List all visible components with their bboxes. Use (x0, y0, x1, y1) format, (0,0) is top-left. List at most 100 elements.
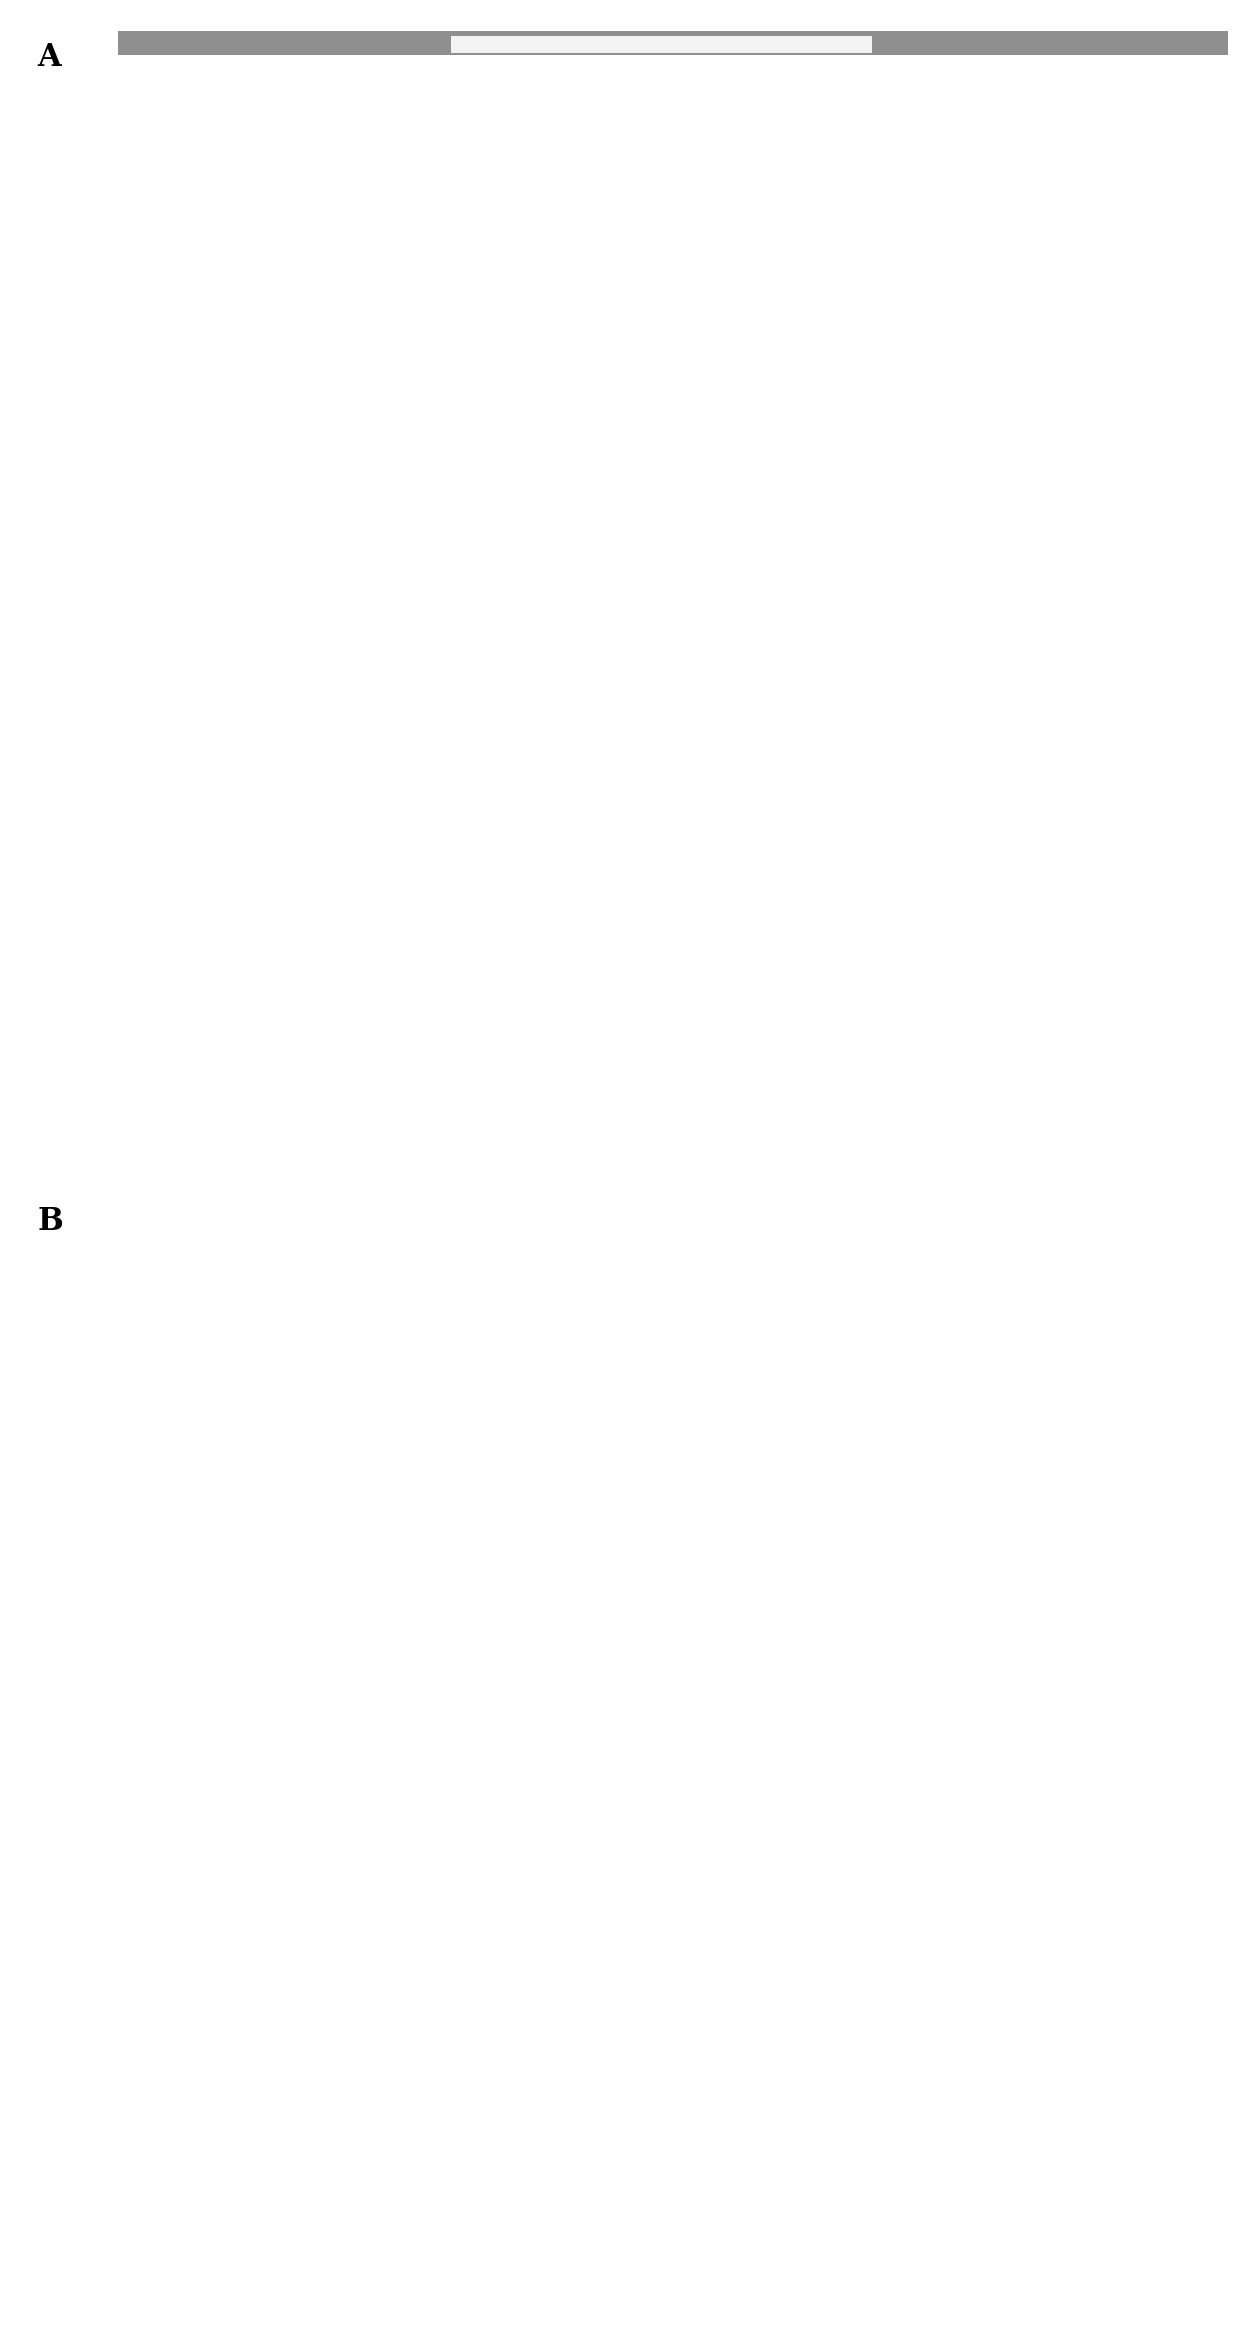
FancyBboxPatch shape (959, 667, 992, 691)
FancyBboxPatch shape (704, 167, 740, 193)
FancyBboxPatch shape (321, 1278, 358, 1304)
FancyBboxPatch shape (959, 1436, 994, 1462)
FancyBboxPatch shape (193, 1652, 227, 1678)
FancyBboxPatch shape (252, 1652, 288, 1678)
Bar (145, 360, 170, 367)
FancyBboxPatch shape (228, 667, 262, 691)
FancyBboxPatch shape (642, 169, 676, 193)
FancyBboxPatch shape (764, 2115, 797, 2141)
FancyBboxPatch shape (646, 1283, 678, 1304)
Bar (145, 390, 170, 397)
Bar (145, 99, 170, 106)
FancyBboxPatch shape (508, 407, 544, 432)
FancyBboxPatch shape (1044, 667, 1078, 691)
FancyBboxPatch shape (161, 1652, 197, 1678)
FancyBboxPatch shape (785, 169, 816, 193)
FancyBboxPatch shape (537, 407, 570, 430)
FancyBboxPatch shape (347, 912, 381, 935)
FancyBboxPatch shape (1048, 1436, 1081, 1462)
FancyBboxPatch shape (897, 1436, 932, 1462)
FancyBboxPatch shape (672, 2115, 707, 2141)
FancyBboxPatch shape (398, 407, 433, 432)
FancyBboxPatch shape (482, 407, 515, 430)
FancyBboxPatch shape (733, 2115, 768, 2141)
FancyBboxPatch shape (372, 1652, 408, 1678)
FancyBboxPatch shape (626, 407, 660, 430)
FancyBboxPatch shape (585, 1436, 620, 1462)
FancyBboxPatch shape (1024, 912, 1058, 935)
FancyBboxPatch shape (398, 167, 433, 193)
FancyBboxPatch shape (775, 407, 808, 430)
FancyBboxPatch shape (720, 1274, 758, 1292)
FancyBboxPatch shape (926, 2115, 961, 2141)
FancyBboxPatch shape (279, 407, 312, 430)
FancyBboxPatch shape (820, 167, 854, 193)
FancyBboxPatch shape (754, 667, 787, 691)
FancyBboxPatch shape (986, 2115, 1019, 2141)
FancyBboxPatch shape (193, 1436, 227, 1462)
FancyBboxPatch shape (296, 167, 332, 193)
FancyBboxPatch shape (329, 169, 362, 193)
FancyBboxPatch shape (956, 2115, 990, 2141)
FancyBboxPatch shape (683, 407, 717, 430)
FancyBboxPatch shape (931, 169, 965, 193)
FancyBboxPatch shape (534, 1224, 589, 1253)
FancyBboxPatch shape (905, 167, 940, 193)
FancyBboxPatch shape (832, 407, 868, 432)
Bar (145, 815, 170, 825)
FancyBboxPatch shape (515, 2115, 548, 2141)
FancyBboxPatch shape (779, 1652, 815, 1678)
FancyBboxPatch shape (689, 1882, 723, 1906)
FancyBboxPatch shape (744, 1243, 779, 1267)
FancyBboxPatch shape (668, 1652, 704, 1678)
FancyBboxPatch shape (281, 1436, 317, 1462)
FancyBboxPatch shape (432, 1436, 467, 1462)
FancyBboxPatch shape (955, 407, 990, 432)
FancyBboxPatch shape (368, 1288, 401, 1311)
FancyBboxPatch shape (825, 2115, 858, 2141)
FancyBboxPatch shape (678, 1234, 711, 1253)
FancyBboxPatch shape (260, 169, 293, 193)
FancyBboxPatch shape (565, 407, 599, 430)
FancyBboxPatch shape (599, 1241, 636, 1262)
FancyBboxPatch shape (409, 1238, 448, 1260)
FancyBboxPatch shape (957, 167, 992, 193)
FancyBboxPatch shape (718, 1436, 754, 1462)
FancyBboxPatch shape (813, 1882, 847, 1906)
FancyBboxPatch shape (312, 1436, 347, 1462)
FancyBboxPatch shape (1044, 1652, 1078, 1678)
FancyBboxPatch shape (310, 407, 343, 430)
FancyBboxPatch shape (340, 1241, 383, 1269)
FancyBboxPatch shape (461, 1436, 497, 1462)
FancyBboxPatch shape (402, 1436, 438, 1462)
FancyBboxPatch shape (748, 1436, 784, 1462)
FancyBboxPatch shape (489, 169, 520, 193)
FancyBboxPatch shape (1018, 1436, 1053, 1462)
FancyBboxPatch shape (810, 1436, 842, 1462)
FancyBboxPatch shape (688, 1436, 724, 1462)
FancyBboxPatch shape (732, 169, 765, 193)
FancyBboxPatch shape (990, 912, 1022, 935)
Bar (145, 160, 170, 167)
FancyBboxPatch shape (427, 169, 460, 193)
FancyBboxPatch shape (222, 1652, 258, 1678)
FancyBboxPatch shape (192, 1882, 226, 1906)
FancyBboxPatch shape (782, 1882, 818, 1908)
FancyBboxPatch shape (961, 912, 994, 935)
FancyBboxPatch shape (986, 1652, 1019, 1678)
FancyBboxPatch shape (432, 1652, 467, 1678)
FancyBboxPatch shape (226, 1882, 259, 1906)
FancyBboxPatch shape (528, 1882, 562, 1906)
FancyBboxPatch shape (218, 407, 252, 430)
FancyBboxPatch shape (614, 167, 650, 193)
FancyBboxPatch shape (780, 667, 813, 691)
FancyBboxPatch shape (903, 1882, 936, 1906)
FancyBboxPatch shape (872, 1882, 906, 1908)
FancyBboxPatch shape (249, 407, 281, 430)
FancyBboxPatch shape (703, 2115, 737, 2141)
FancyBboxPatch shape (594, 407, 630, 432)
FancyBboxPatch shape (810, 1652, 842, 1678)
FancyBboxPatch shape (522, 1283, 557, 1309)
FancyBboxPatch shape (897, 1652, 932, 1678)
FancyBboxPatch shape (990, 1436, 1022, 1462)
